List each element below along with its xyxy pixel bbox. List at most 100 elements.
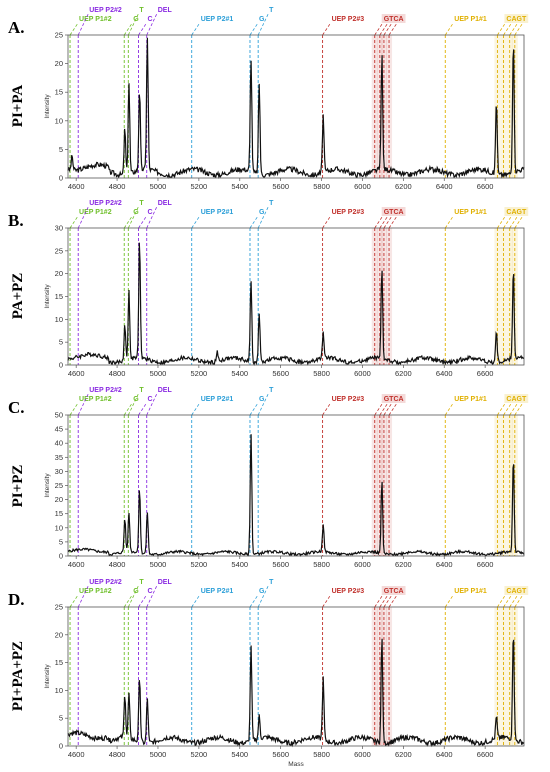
y-tick-label: 30 bbox=[55, 467, 63, 476]
x-tick-label: 6200 bbox=[395, 182, 412, 191]
marker-label: C bbox=[148, 209, 153, 216]
condition-label: PI+PZ bbox=[10, 465, 26, 508]
y-tick-label: 40 bbox=[55, 439, 63, 448]
marker-highlight bbox=[506, 228, 513, 365]
marker-leader bbox=[127, 393, 139, 416]
marker-label-bg bbox=[504, 14, 529, 23]
marker-highlight bbox=[371, 228, 378, 365]
marker-leader bbox=[123, 22, 133, 36]
marker-leader bbox=[383, 594, 393, 608]
marker-leader bbox=[77, 393, 89, 416]
marker-leader bbox=[191, 22, 201, 36]
marker-highlight bbox=[511, 607, 518, 746]
marker-leader bbox=[257, 585, 269, 608]
x-tick-label: 6000 bbox=[354, 750, 371, 759]
marker-leader bbox=[514, 402, 524, 416]
marker-leader bbox=[374, 22, 384, 36]
marker-leader bbox=[191, 215, 201, 229]
marker-label: G bbox=[259, 209, 265, 216]
x-tick-label: 5000 bbox=[150, 182, 167, 191]
marker-leader bbox=[138, 402, 147, 416]
x-tick-label: 5800 bbox=[313, 750, 330, 759]
y-tick-label: 15 bbox=[55, 509, 63, 518]
x-tick-label: 6000 bbox=[354, 560, 371, 569]
marker-label: G bbox=[133, 209, 139, 216]
x-tick-label: 5400 bbox=[231, 560, 248, 569]
spectrum-trace bbox=[67, 242, 525, 366]
marker-highlight bbox=[500, 228, 507, 365]
x-tick-label: 5200 bbox=[191, 369, 208, 378]
marker-label: UEP P2#2 bbox=[89, 387, 122, 394]
marker-leader bbox=[77, 206, 89, 229]
y-tick-label: 5 bbox=[59, 714, 63, 723]
marker-leader bbox=[322, 402, 331, 416]
panel-letter: C. bbox=[8, 398, 25, 417]
marker-label: GTCA bbox=[384, 209, 404, 216]
marker-leader bbox=[322, 215, 331, 229]
plot-frame bbox=[67, 34, 525, 179]
x-tick-label: 5000 bbox=[150, 560, 167, 569]
marker-leader bbox=[249, 22, 259, 36]
marker-leader bbox=[509, 215, 519, 229]
marker-leader bbox=[123, 215, 133, 229]
marker-leader bbox=[249, 594, 259, 608]
marker-leader bbox=[374, 594, 384, 608]
x-tick-label: 5400 bbox=[231, 750, 248, 759]
x-tick-label: 6000 bbox=[354, 182, 371, 191]
spectrum-trace bbox=[67, 638, 525, 748]
y-tick-label: 25 bbox=[55, 603, 63, 612]
marker-leader bbox=[383, 402, 393, 416]
marker-label: G bbox=[259, 16, 265, 23]
marker-label: G bbox=[259, 396, 265, 403]
x-tick-label: 6200 bbox=[395, 750, 412, 759]
marker-leader bbox=[503, 215, 512, 229]
y-tick-label: 15 bbox=[55, 658, 63, 667]
marker-leader bbox=[383, 22, 393, 36]
marker-label: GTCA bbox=[384, 16, 404, 23]
marker-label: T bbox=[269, 7, 274, 14]
plot-frame bbox=[67, 227, 525, 366]
y-tick-label: 5 bbox=[59, 338, 63, 347]
x-tick-label: 6600 bbox=[477, 750, 494, 759]
marker-label: GTCA bbox=[384, 588, 404, 595]
marker-label: UEP P1#1 bbox=[454, 209, 487, 216]
marker-leader bbox=[444, 215, 454, 229]
marker-leader bbox=[444, 402, 454, 416]
marker-label: DEL bbox=[158, 200, 173, 207]
x-tick-label: 4600 bbox=[68, 560, 85, 569]
marker-label: DEL bbox=[158, 579, 173, 586]
marker-leader bbox=[322, 22, 331, 36]
x-tick-label: 6400 bbox=[436, 560, 453, 569]
y-axis-title: Intensity bbox=[44, 473, 51, 498]
marker-leader bbox=[69, 594, 79, 608]
x-tick-label: 6200 bbox=[395, 560, 412, 569]
marker-leader bbox=[191, 402, 201, 416]
y-tick-label: 35 bbox=[55, 453, 63, 462]
marker-leader bbox=[514, 22, 524, 36]
plot-frame bbox=[67, 606, 525, 747]
y-tick-label: 20 bbox=[55, 495, 63, 504]
y-axis-title: Intensity bbox=[44, 664, 51, 689]
x-tick-label: 5600 bbox=[272, 182, 289, 191]
y-tick-label: 0 bbox=[59, 174, 63, 183]
y-tick-label: 5 bbox=[59, 537, 63, 546]
marker-leader bbox=[503, 22, 512, 36]
marker-leader bbox=[127, 585, 139, 608]
y-tick-label: 0 bbox=[59, 552, 63, 561]
x-tick-label: 6200 bbox=[395, 369, 412, 378]
marker-label-bg bbox=[381, 207, 406, 216]
y-tick-label: 0 bbox=[59, 361, 63, 370]
marker-leader bbox=[146, 585, 158, 608]
marker-highlight bbox=[376, 607, 383, 746]
marker-leader bbox=[388, 22, 398, 36]
marker-leader bbox=[379, 22, 389, 36]
panel-letter: B. bbox=[8, 211, 24, 230]
marker-leader bbox=[322, 594, 331, 608]
x-tick-label: 6000 bbox=[354, 369, 371, 378]
marker-label-bg bbox=[381, 586, 406, 595]
spectrum-trace bbox=[67, 434, 525, 557]
marker-label: UEP P1#2 bbox=[79, 16, 112, 23]
marker-label-bg bbox=[504, 394, 529, 403]
x-tick-label: 6400 bbox=[436, 182, 453, 191]
